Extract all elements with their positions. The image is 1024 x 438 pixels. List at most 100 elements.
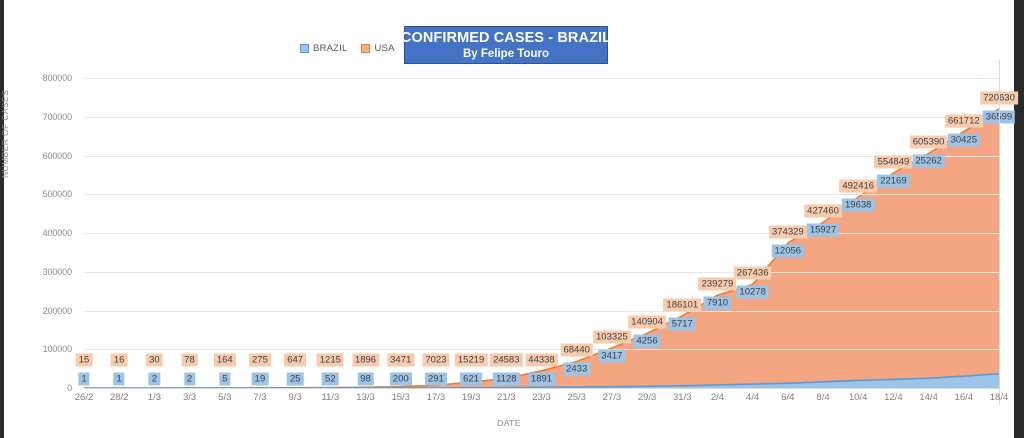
x-tick-label: 10/4 <box>848 392 868 403</box>
data-label-brazil: 15927 <box>806 223 840 237</box>
x-tick-label: 6/4 <box>781 392 795 403</box>
x-tick-label: 27/3 <box>602 392 622 403</box>
data-label-usa: 15219 <box>454 353 488 367</box>
x-tick-label: 25/3 <box>567 392 586 403</box>
data-label-brazil: 98 <box>357 372 374 386</box>
plot-right-border <box>999 60 1000 405</box>
data-label-brazil: 2 <box>183 372 196 386</box>
data-label-usa: 78 <box>181 353 198 367</box>
x-axis-title: DATE <box>497 418 521 428</box>
x-tick-label: 8/4 <box>816 392 830 403</box>
x-tick-label: 26/2 <box>74 392 94 403</box>
chart-title-box: CONFIRMED CASES - BRAZIL By Felipe Touro <box>400 26 612 64</box>
data-label-usa: 15 <box>75 353 93 367</box>
data-label-brazil: 19638 <box>842 198 875 212</box>
x-tick-label: 29/3 <box>637 392 657 403</box>
data-label-usa: 1896 <box>351 353 380 367</box>
gridline <box>84 116 999 118</box>
gridline <box>84 233 999 234</box>
data-label-brazil: 25 <box>286 372 304 386</box>
data-label-brazil: 19 <box>251 372 269 386</box>
data-label-brazil: 200 <box>389 372 412 386</box>
x-tick-label: 1/3 <box>147 392 161 403</box>
data-label-brazil: 2433 <box>563 362 591 376</box>
x-tick-label: 18/4 <box>989 392 1009 403</box>
y-tick-label: 500000 <box>42 189 73 200</box>
data-label-usa: 427460 <box>804 204 842 218</box>
data-label-usa: 605390 <box>909 135 948 149</box>
gridline <box>84 155 999 157</box>
data-label-usa: 661712 <box>944 114 983 128</box>
x-tick-label: 11/3 <box>321 392 340 403</box>
legend-label-brazil: BRAZIL <box>313 42 348 54</box>
data-label-brazil: 7910 <box>703 296 732 310</box>
legend-item-brazil[interactable]: BRAZIL <box>300 43 347 54</box>
gridline <box>84 78 999 79</box>
data-label-usa: 492416 <box>839 179 878 193</box>
data-label-usa: 16 <box>110 353 128 367</box>
x-tick-label: 19/3 <box>461 392 481 403</box>
data-label-brazil: 1 <box>78 372 90 386</box>
data-label-usa: 164 <box>213 353 236 367</box>
data-label-brazil: 22169 <box>877 174 910 188</box>
x-tick-label: 4/4 <box>746 392 760 403</box>
data-label-brazil: 10278 <box>736 285 769 299</box>
data-label-usa: 140904 <box>628 315 666 329</box>
data-label-brazil: 4256 <box>633 334 661 348</box>
data-label-usa: 267436 <box>733 266 772 280</box>
chart-legend: BRAZIL USA <box>300 40 395 56</box>
y-tick-label: 400000 <box>42 228 73 238</box>
data-label-usa: 275 <box>249 353 271 367</box>
x-tick-label: 17/3 <box>426 392 446 403</box>
x-axis-tick-labels: 26/2 28/2 1/3 3/3 5/3 7/3 9/3 11/3 13/3 15/3 17/3 1… <box>75 392 1009 408</box>
y-tick-label: 100000 <box>42 344 73 355</box>
data-label-brazil: 5717 <box>668 317 696 331</box>
x-tick-label: 12/4 <box>884 392 903 403</box>
data-label-usa: 24583 <box>490 353 523 367</box>
data-label-brazil: 1 <box>113 372 125 386</box>
gridline <box>84 349 999 351</box>
legend-swatch-icon-usa <box>361 43 371 53</box>
legend-item-usa[interactable]: USA <box>361 43 394 54</box>
data-label-brazil: 291 <box>424 372 447 386</box>
data-label-brazil: 30425 <box>947 133 981 147</box>
data-label-usa: 1215 <box>316 353 344 367</box>
data-label-brazil: 12056 <box>771 244 805 258</box>
gridline <box>84 194 999 196</box>
y-tick-label: 200000 <box>42 305 73 316</box>
y-tick-label: 600000 <box>42 150 73 161</box>
data-label-brazil: 25262 <box>912 154 945 168</box>
legend-swatch-icon-brazil <box>300 43 309 53</box>
data-label-brazil: 1128 <box>493 372 520 386</box>
usa-area <box>84 108 999 388</box>
x-tick-label: 23/3 <box>532 392 551 403</box>
x-tick-label: 9/3 <box>288 392 302 403</box>
y-tick-label: 700000 <box>42 111 73 122</box>
data-label-usa: 103325 <box>593 330 631 344</box>
x-tick-label: 31/3 <box>673 392 692 403</box>
x-tick-label: 14/4 <box>919 392 938 403</box>
data-label-usa: 30 <box>146 353 163 367</box>
chart-title: CONFIRMED CASES - BRAZIL <box>400 29 612 46</box>
y-tick-label: 0 <box>67 383 72 393</box>
x-tick-label: 15/3 <box>391 392 410 403</box>
y-axis-tick-labels: 0 100000 200000 300000 400000 500000 600000 700… <box>4 73 78 393</box>
x-tick-label: 3/3 <box>182 392 197 403</box>
data-label-usa: 239279 <box>698 277 737 291</box>
x-tick-label: 5/3 <box>218 392 232 403</box>
data-label-usa: 186101 <box>663 298 702 312</box>
data-label-usa: 554849 <box>874 155 913 169</box>
data-label-usa: 44338 <box>525 353 558 367</box>
data-label-usa: 68440 <box>560 343 593 357</box>
gridline <box>84 310 999 312</box>
y-tick-label: 800000 <box>42 73 73 83</box>
data-label-usa: 647 <box>284 353 307 367</box>
y-tick-label: 300000 <box>42 266 73 277</box>
legend-label-usa: USA <box>374 42 395 54</box>
chart-subtitle: By Felipe Touro <box>462 47 550 60</box>
gridline <box>84 271 999 273</box>
data-label-brazil: 5 <box>219 372 231 386</box>
data-label-usa: 7023 <box>422 353 450 367</box>
